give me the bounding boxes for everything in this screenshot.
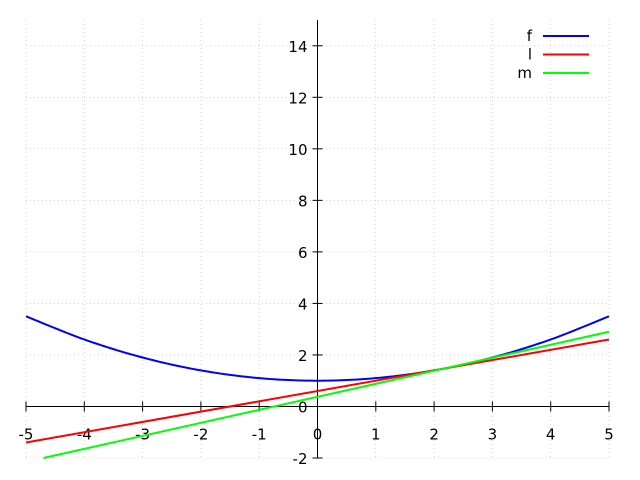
y-tick-label: 4: [298, 295, 308, 313]
y-tick-label: 8: [298, 192, 308, 210]
y-tick-label: -2: [293, 450, 308, 468]
x-tick-label: -2: [193, 425, 208, 443]
y-tick-label: 12: [288, 89, 307, 107]
x-tick-label: 3: [488, 425, 498, 443]
y-tick-label: 14: [288, 38, 307, 56]
legend: flm: [517, 27, 589, 82]
x-tick-label: -3: [135, 425, 150, 443]
series-line-l: [25, 338, 610, 444]
series-line-f: [25, 315, 610, 382]
x-tick-label: -4: [77, 425, 92, 443]
series-line-m: [43, 330, 610, 459]
x-tick-label: 1: [371, 425, 381, 443]
y-tick-label: 6: [298, 244, 308, 262]
y-tick-label: 2: [298, 347, 308, 365]
series-lines: [25, 315, 610, 459]
legend-label-m: m: [517, 64, 532, 82]
x-tick-label: 5: [604, 425, 614, 443]
legend-label-l: l: [528, 46, 532, 64]
legend-label-f: f: [527, 27, 533, 45]
x-tick-label: 0: [313, 425, 323, 443]
x-tick-label: 4: [546, 425, 556, 443]
x-tick-label: -5: [19, 425, 34, 443]
y-tick-label: 10: [288, 141, 307, 159]
x-tick-label: -1: [252, 425, 267, 443]
x-tick-label: 2: [429, 425, 439, 443]
y-tick-label: 0: [298, 398, 308, 416]
